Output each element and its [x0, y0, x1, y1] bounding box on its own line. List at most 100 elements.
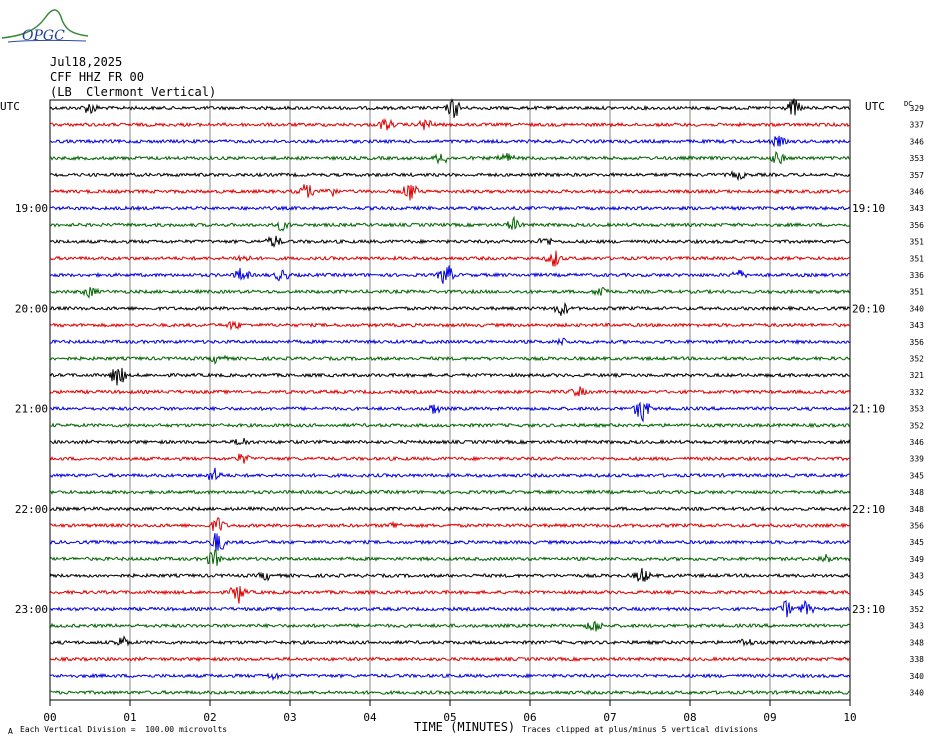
dc-offset-label: 340	[910, 672, 925, 681]
dc-offset-label: 346	[910, 188, 925, 197]
dc-offset-label: 346	[910, 137, 925, 146]
dc-offset-label: 352	[910, 421, 925, 430]
dc-offset-label: 338	[910, 655, 925, 664]
opgc-logo: OPGC	[1, 9, 89, 44]
scale-note: Each Vertical Division = 100.00 microvol…	[20, 725, 228, 734]
trace-line-1	[49, 118, 851, 131]
dc-offset-label: 353	[910, 154, 925, 163]
right-hour-label: 19:10	[852, 202, 885, 215]
dc-offset-label: 343	[910, 572, 925, 581]
trace-line-7	[49, 215, 851, 232]
x-tick-label: 09	[763, 711, 776, 724]
trace-line-23	[49, 489, 851, 496]
trace-line-21	[49, 453, 851, 464]
trace-line-18	[49, 401, 851, 423]
left-hour-label: 22:00	[15, 503, 48, 516]
trace-line-24	[49, 505, 851, 512]
dc-offset-label: 343	[910, 204, 925, 213]
trace-line-22	[49, 467, 850, 481]
dc-offset-label: 349	[910, 555, 925, 564]
right-hour-label: 22:10	[852, 503, 885, 516]
trace-line-17	[49, 386, 851, 398]
trace-line-3	[50, 151, 851, 165]
header-location: (LB Clermont Vertical)	[50, 85, 217, 99]
dc-offset-label: 340	[910, 689, 925, 698]
right-utc-label: UTC	[865, 100, 885, 113]
trace-line-20	[49, 438, 851, 446]
dc-offset-label: 356	[910, 338, 925, 347]
dc-offset-label: 340	[910, 304, 925, 313]
dc-offset-label: 345	[910, 471, 925, 480]
dc-offset-label: 339	[910, 455, 925, 464]
dc-offset-label: 351	[910, 288, 925, 297]
left-hour-label: 19:00	[15, 202, 48, 215]
right-hour-label: 20:10	[852, 302, 885, 315]
dc-offset-label: 348	[910, 638, 925, 647]
trace-line-14	[49, 337, 851, 347]
trace-line-29	[49, 586, 851, 604]
trace-line-0	[49, 98, 851, 118]
header-date: Jul18,2025	[50, 55, 123, 69]
x-tick-label: 00	[43, 711, 56, 724]
dc-header-label: DC	[904, 100, 912, 108]
left-hour-label: 21:00	[15, 403, 48, 416]
right-hour-label: 21:10	[852, 403, 885, 416]
dc-offset-label: 348	[910, 505, 925, 514]
trace-line-15	[49, 354, 851, 365]
dc-offset-label: 343	[910, 622, 925, 631]
dc-offset-label: 345	[910, 588, 925, 597]
right-hour-label: 23:10	[852, 603, 885, 616]
trace-line-34	[49, 672, 851, 681]
dc-offset-label: 352	[910, 355, 925, 364]
dc-offset-label: 321	[910, 371, 925, 380]
trace-line-4	[49, 170, 851, 182]
dc-offset-label: 345	[910, 538, 925, 547]
dc-offset-label: 337	[910, 121, 925, 130]
trace-line-19	[49, 422, 851, 429]
trace-line-35	[49, 689, 850, 696]
dc-offset-label: 329	[910, 104, 925, 113]
left-utc-label: UTC	[0, 100, 20, 113]
dc-offset-label: 357	[910, 171, 925, 180]
trace-line-26	[49, 533, 851, 553]
dc-offset-label: 351	[910, 238, 925, 247]
trace-line-5	[49, 184, 851, 201]
trace-line-16	[49, 367, 851, 386]
trace-line-30	[49, 599, 851, 618]
clip-note: Traces clipped at plus/minus 5 vertical …	[522, 725, 759, 734]
x-tick-label: 02	[203, 711, 216, 724]
trace-line-28	[49, 568, 851, 582]
left-hour-label: 23:00	[15, 603, 48, 616]
trace-line-6	[49, 205, 851, 212]
trace-line-9	[49, 250, 851, 267]
x-tick-label: 03	[283, 711, 296, 724]
dc-offset-label: 351	[910, 254, 925, 263]
left-hour-label: 20:00	[15, 302, 48, 315]
trace-line-31	[49, 620, 851, 632]
x-tick-label: 06	[523, 711, 536, 724]
trace-line-11	[49, 286, 851, 299]
trace-line-27	[49, 549, 851, 566]
dc-offset-label: 332	[910, 388, 925, 397]
dc-offset-label: 346	[910, 438, 925, 447]
x-tick-label: 08	[683, 711, 696, 724]
trace-line-33	[49, 656, 851, 663]
trace-line-25	[49, 516, 851, 531]
dc-offset-label: 336	[910, 271, 925, 280]
dc-offset-label: 356	[910, 221, 925, 230]
dc-offset-label: 353	[910, 405, 925, 414]
x-tick-label: 05	[443, 711, 456, 724]
x-tick-label: 07	[603, 711, 616, 724]
dc-offset-label: 348	[910, 488, 925, 497]
header-station: CFF HHZ FR 00	[50, 70, 144, 84]
trace-line-13	[49, 320, 851, 331]
x-tick-label: 01	[123, 711, 136, 724]
corner-mark: A	[8, 727, 13, 736]
x-tick-label: 04	[363, 711, 377, 724]
trace-line-32	[49, 635, 851, 647]
logo-text: OPGC	[22, 28, 65, 44]
trace-line-12	[49, 301, 851, 316]
dc-offset-label: 356	[910, 522, 925, 531]
dc-offset-label: 352	[910, 605, 925, 614]
